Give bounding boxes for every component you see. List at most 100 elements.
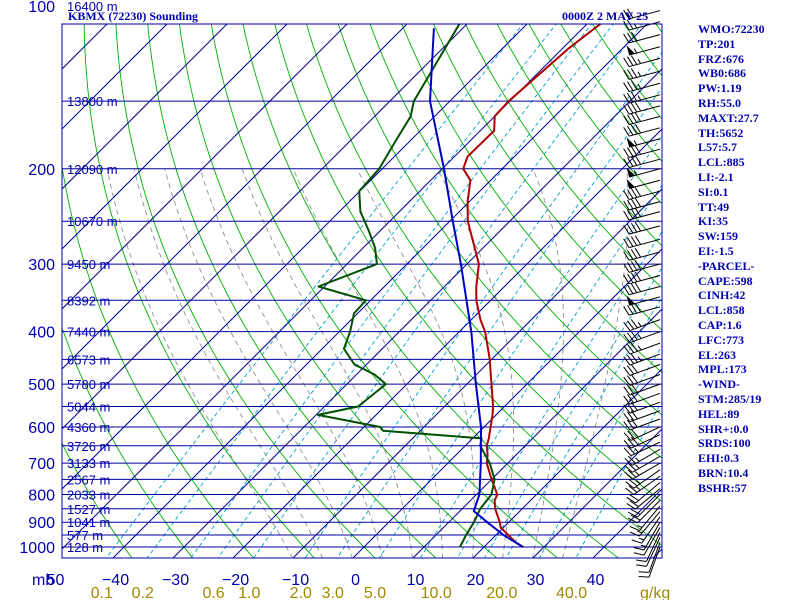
stat-item: TH:5652 [698, 125, 744, 140]
dry-adiabat [62, 442, 133, 558]
wind-barb [626, 482, 661, 504]
barb-feather [623, 190, 630, 200]
barb-feather [623, 158, 630, 168]
barb-feather [623, 321, 631, 331]
barb-feather [623, 9, 630, 20]
dry-adiabat [306, 24, 662, 503]
dry-adiabat [337, 24, 662, 459]
barb-half-feather [635, 486, 641, 491]
barb-feather [623, 93, 630, 104]
wind-barb [623, 331, 661, 344]
barb-feather [623, 285, 630, 296]
barb-feather [630, 383, 638, 393]
stat-item: EL:263 [698, 347, 737, 362]
barb-staff [628, 105, 661, 115]
barb-staff [632, 462, 661, 480]
wind-barb [623, 235, 661, 249]
barb-feather [634, 260, 642, 270]
wind-barb [626, 137, 661, 148]
barb-feather [630, 80, 638, 90]
stat-item: LI:-2.1 [698, 169, 734, 184]
barb-staff [628, 296, 661, 306]
wind-barb [623, 364, 661, 376]
mixing-ratio-line [146, 24, 557, 558]
barb-feather [633, 547, 645, 551]
barb-feather [627, 209, 634, 220]
barb-staff [629, 401, 661, 414]
wind-barb [623, 91, 661, 104]
wind-barb [623, 426, 661, 441]
barb-feather [623, 333, 631, 343]
barb-feather [623, 251, 630, 261]
mixing-ratio-line [105, 24, 524, 558]
barb-feather [627, 462, 637, 471]
stat-item: SRDS:100 [698, 436, 751, 451]
barb-staff [641, 516, 661, 544]
barb-half-feather [637, 83, 642, 89]
barb-feather [627, 411, 635, 421]
barb-feather [627, 32, 634, 43]
dry-adiabat [528, 24, 662, 205]
barb-feather [627, 103, 634, 114]
barb-feather [630, 156, 638, 166]
pressure-label: 400 [28, 325, 55, 342]
dry-adiabat [83, 24, 315, 558]
barb-staff [629, 364, 661, 376]
barb-staff [629, 374, 661, 386]
height-label: 12090 m [67, 162, 118, 177]
height-label: 3133 m [67, 456, 110, 471]
barb-feather [623, 421, 631, 431]
barb-staff [628, 21, 661, 31]
wind-barb [623, 441, 661, 457]
barb-feather [623, 356, 631, 366]
barb-staff [643, 527, 661, 556]
pressure-label: 600 [28, 420, 55, 437]
sounding-time: 0000Z 2 MAY 25 [562, 9, 648, 23]
barb-feather [630, 261, 638, 271]
temperature-label: 0 [351, 572, 360, 589]
barb-half-feather [637, 345, 642, 351]
barb-feather [623, 238, 630, 248]
height-label: 5044 m [67, 400, 110, 415]
stat-item: CAPE:598 [698, 273, 753, 288]
barb-half-feather [637, 334, 642, 339]
barb-feather [634, 282, 642, 292]
barb-staff [629, 383, 661, 396]
stat-item: LCL:885 [698, 155, 745, 170]
temperature-label: 40 [587, 572, 605, 589]
isotherm [352, 248, 662, 558]
barb-feather [623, 20, 630, 31]
mixing-ratio-label: 2.0 [290, 585, 312, 600]
dry-adiabat [210, 24, 559, 558]
barb-feather [630, 91, 638, 102]
barb-feather [623, 447, 632, 456]
wind-barb [629, 511, 661, 537]
barb-feather [625, 481, 635, 489]
barb-feather [623, 126, 630, 137]
pressure-label: 200 [28, 162, 55, 179]
barb-staff [628, 251, 661, 261]
barb-half-feather [637, 58, 642, 64]
isotherm [62, 24, 228, 190]
barb-feather [638, 575, 650, 578]
barb-staff [628, 94, 661, 104]
barb-feather [623, 366, 631, 376]
isotherm [62, 24, 468, 430]
barb-staff [629, 418, 661, 431]
barb-staff [629, 342, 661, 355]
barb-feather [627, 262, 634, 272]
barb-feather [630, 319, 638, 329]
stat-item: MPL:173 [698, 362, 747, 377]
barb-feather [630, 31, 638, 42]
barb-feather [627, 438, 635, 447]
temperature-trace [462, 24, 602, 548]
stat-item: BSHR:57 [698, 480, 747, 495]
wind-barb [623, 155, 661, 168]
barb-staff [628, 148, 661, 158]
barb-half-feather [635, 464, 640, 469]
wind-barb [626, 295, 661, 306]
barb-feather [633, 552, 645, 556]
dry-adiabat [62, 163, 255, 558]
pressure-label: 500 [28, 377, 55, 394]
barb-feather [623, 413, 631, 422]
